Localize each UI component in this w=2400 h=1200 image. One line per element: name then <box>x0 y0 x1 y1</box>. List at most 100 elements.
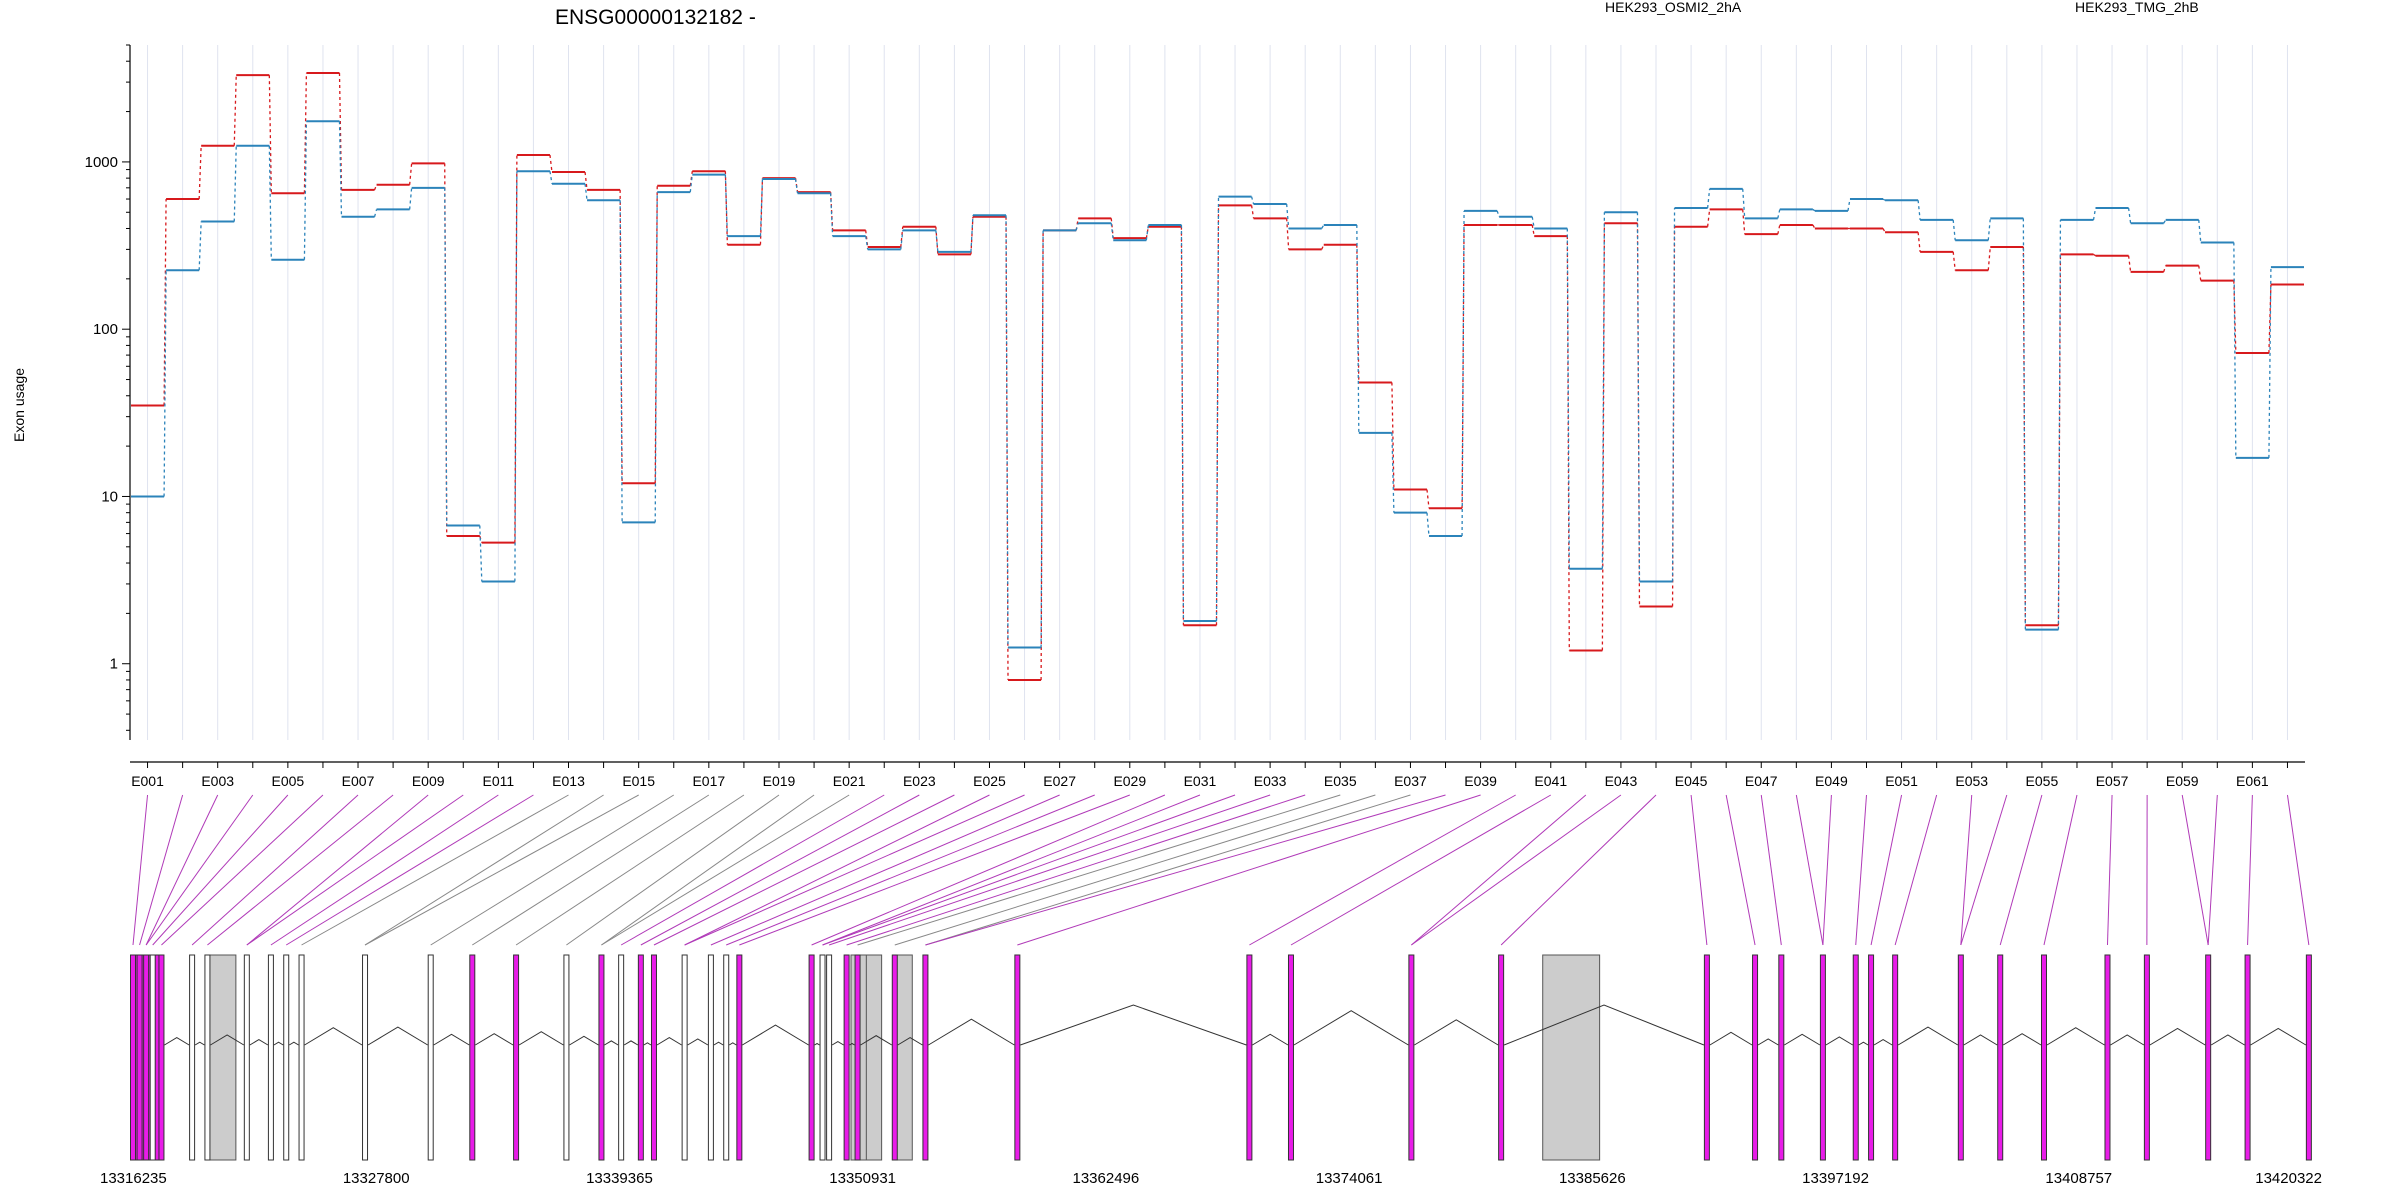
series-connector <box>1566 236 1570 651</box>
series-connector <box>1742 188 1746 219</box>
exon-connector <box>1725 794 1756 946</box>
intron <box>1784 1033 1821 1046</box>
x-tick-label: E013 <box>552 773 585 789</box>
exon-connector <box>1690 794 1708 946</box>
series-connector <box>1145 226 1149 239</box>
intron <box>860 1035 893 1046</box>
series-connector <box>2057 219 2062 630</box>
exon-block <box>1997 954 2004 1161</box>
exon-block <box>283 954 290 1161</box>
series-connector <box>1742 209 1746 235</box>
intron <box>367 1026 428 1046</box>
exon-connector <box>1249 794 1516 946</box>
series-connector <box>1917 200 1921 220</box>
exon-block <box>1287 954 1294 1161</box>
exon-connectors <box>132 794 2310 946</box>
intron <box>849 1042 855 1046</box>
series-connector <box>268 75 272 194</box>
series-connector <box>1356 224 1360 433</box>
exon-block <box>469 954 476 1161</box>
series-connector <box>2233 242 2237 458</box>
intron <box>1963 1034 1998 1046</box>
exon-block <box>130 954 136 1161</box>
exon-block <box>598 954 605 1161</box>
series-connector <box>1391 382 1395 490</box>
exon-connector <box>2286 794 2310 946</box>
series-connector <box>689 174 693 193</box>
exon-block <box>891 954 898 1161</box>
x-tick-label: E043 <box>1605 773 1638 789</box>
exon-connector <box>515 794 745 946</box>
exon-block <box>618 954 625 1161</box>
x-tick-label: E005 <box>272 773 305 789</box>
exon-block <box>1703 954 1710 1161</box>
intron <box>897 1037 923 1046</box>
intron <box>728 1042 737 1046</box>
gene-model <box>130 954 2312 1161</box>
exon-block <box>158 954 165 1161</box>
series-connector <box>338 73 343 190</box>
exon-connector <box>472 794 710 946</box>
series-connector <box>1917 232 1921 252</box>
series-connector <box>1706 188 1711 209</box>
exon-block <box>563 954 570 1161</box>
exon-block <box>1408 954 1415 1161</box>
intron <box>475 1033 514 1046</box>
x-tick-label: E007 <box>342 773 375 789</box>
x-tick-label: E025 <box>973 773 1006 789</box>
intron <box>1503 1004 1705 1046</box>
genomic-tick-label: 13339365 <box>586 1170 653 1187</box>
series-connector <box>268 145 272 260</box>
exon-block <box>650 954 657 1161</box>
series-connector <box>619 189 623 484</box>
series-connector <box>1812 224 1816 229</box>
intron <box>928 1018 1015 1046</box>
series-connector <box>1706 209 1711 227</box>
exon-connector <box>1500 794 1657 946</box>
series-connector <box>2127 255 2132 272</box>
genomic-tick-label: 13350931 <box>829 1170 896 1187</box>
chart-title: ENSG00000132182 - <box>555 6 756 29</box>
intron <box>643 1042 652 1046</box>
exon-connector <box>301 794 569 946</box>
exon-block <box>243 954 250 1161</box>
series-connector <box>198 221 202 271</box>
x-tick-label: E015 <box>622 773 655 789</box>
intron <box>2250 1027 2307 1046</box>
x-tick-label: E053 <box>1955 773 1988 789</box>
series-connector <box>1250 196 1255 205</box>
x-tick-label: E035 <box>1324 773 1357 789</box>
x-tick-label: E039 <box>1464 773 1497 789</box>
exon-connector <box>811 794 1166 946</box>
series-connector <box>1777 224 1781 235</box>
series-connector <box>1531 224 1535 237</box>
series-connector <box>2198 265 2202 281</box>
series-connector <box>1215 205 1220 626</box>
exon-connector <box>620 794 885 946</box>
exon-connector <box>1017 794 1481 946</box>
exon-block <box>2143 954 2150 1161</box>
x-tick-label: E055 <box>2026 773 2059 789</box>
intron <box>164 1037 190 1046</box>
series-connector <box>970 216 974 255</box>
x-tick-label: E031 <box>1184 773 1217 789</box>
intron <box>288 1041 299 1046</box>
series-connector <box>1286 203 1290 229</box>
genomic-tick-label: 13327800 <box>343 1170 410 1187</box>
exon-connector <box>2106 794 2113 946</box>
exon-connector <box>139 794 184 946</box>
gridlines <box>147 45 2288 740</box>
series-connector <box>2022 218 2027 630</box>
y-tick-label: 100 <box>93 321 118 338</box>
series-connector <box>163 199 167 406</box>
series-connector <box>2093 253 2096 257</box>
series-connector <box>303 121 308 260</box>
series-connector <box>1215 196 1220 622</box>
exon-connector <box>364 794 639 946</box>
y-axis: 1 10 100 1000 <box>85 44 131 740</box>
exon-connector <box>1855 794 1867 946</box>
genomic-tick-label: 13397192 <box>1802 1170 1869 1187</box>
exon-block <box>808 954 815 1161</box>
exon-connector <box>684 794 990 946</box>
series-connector <box>1882 198 1886 201</box>
